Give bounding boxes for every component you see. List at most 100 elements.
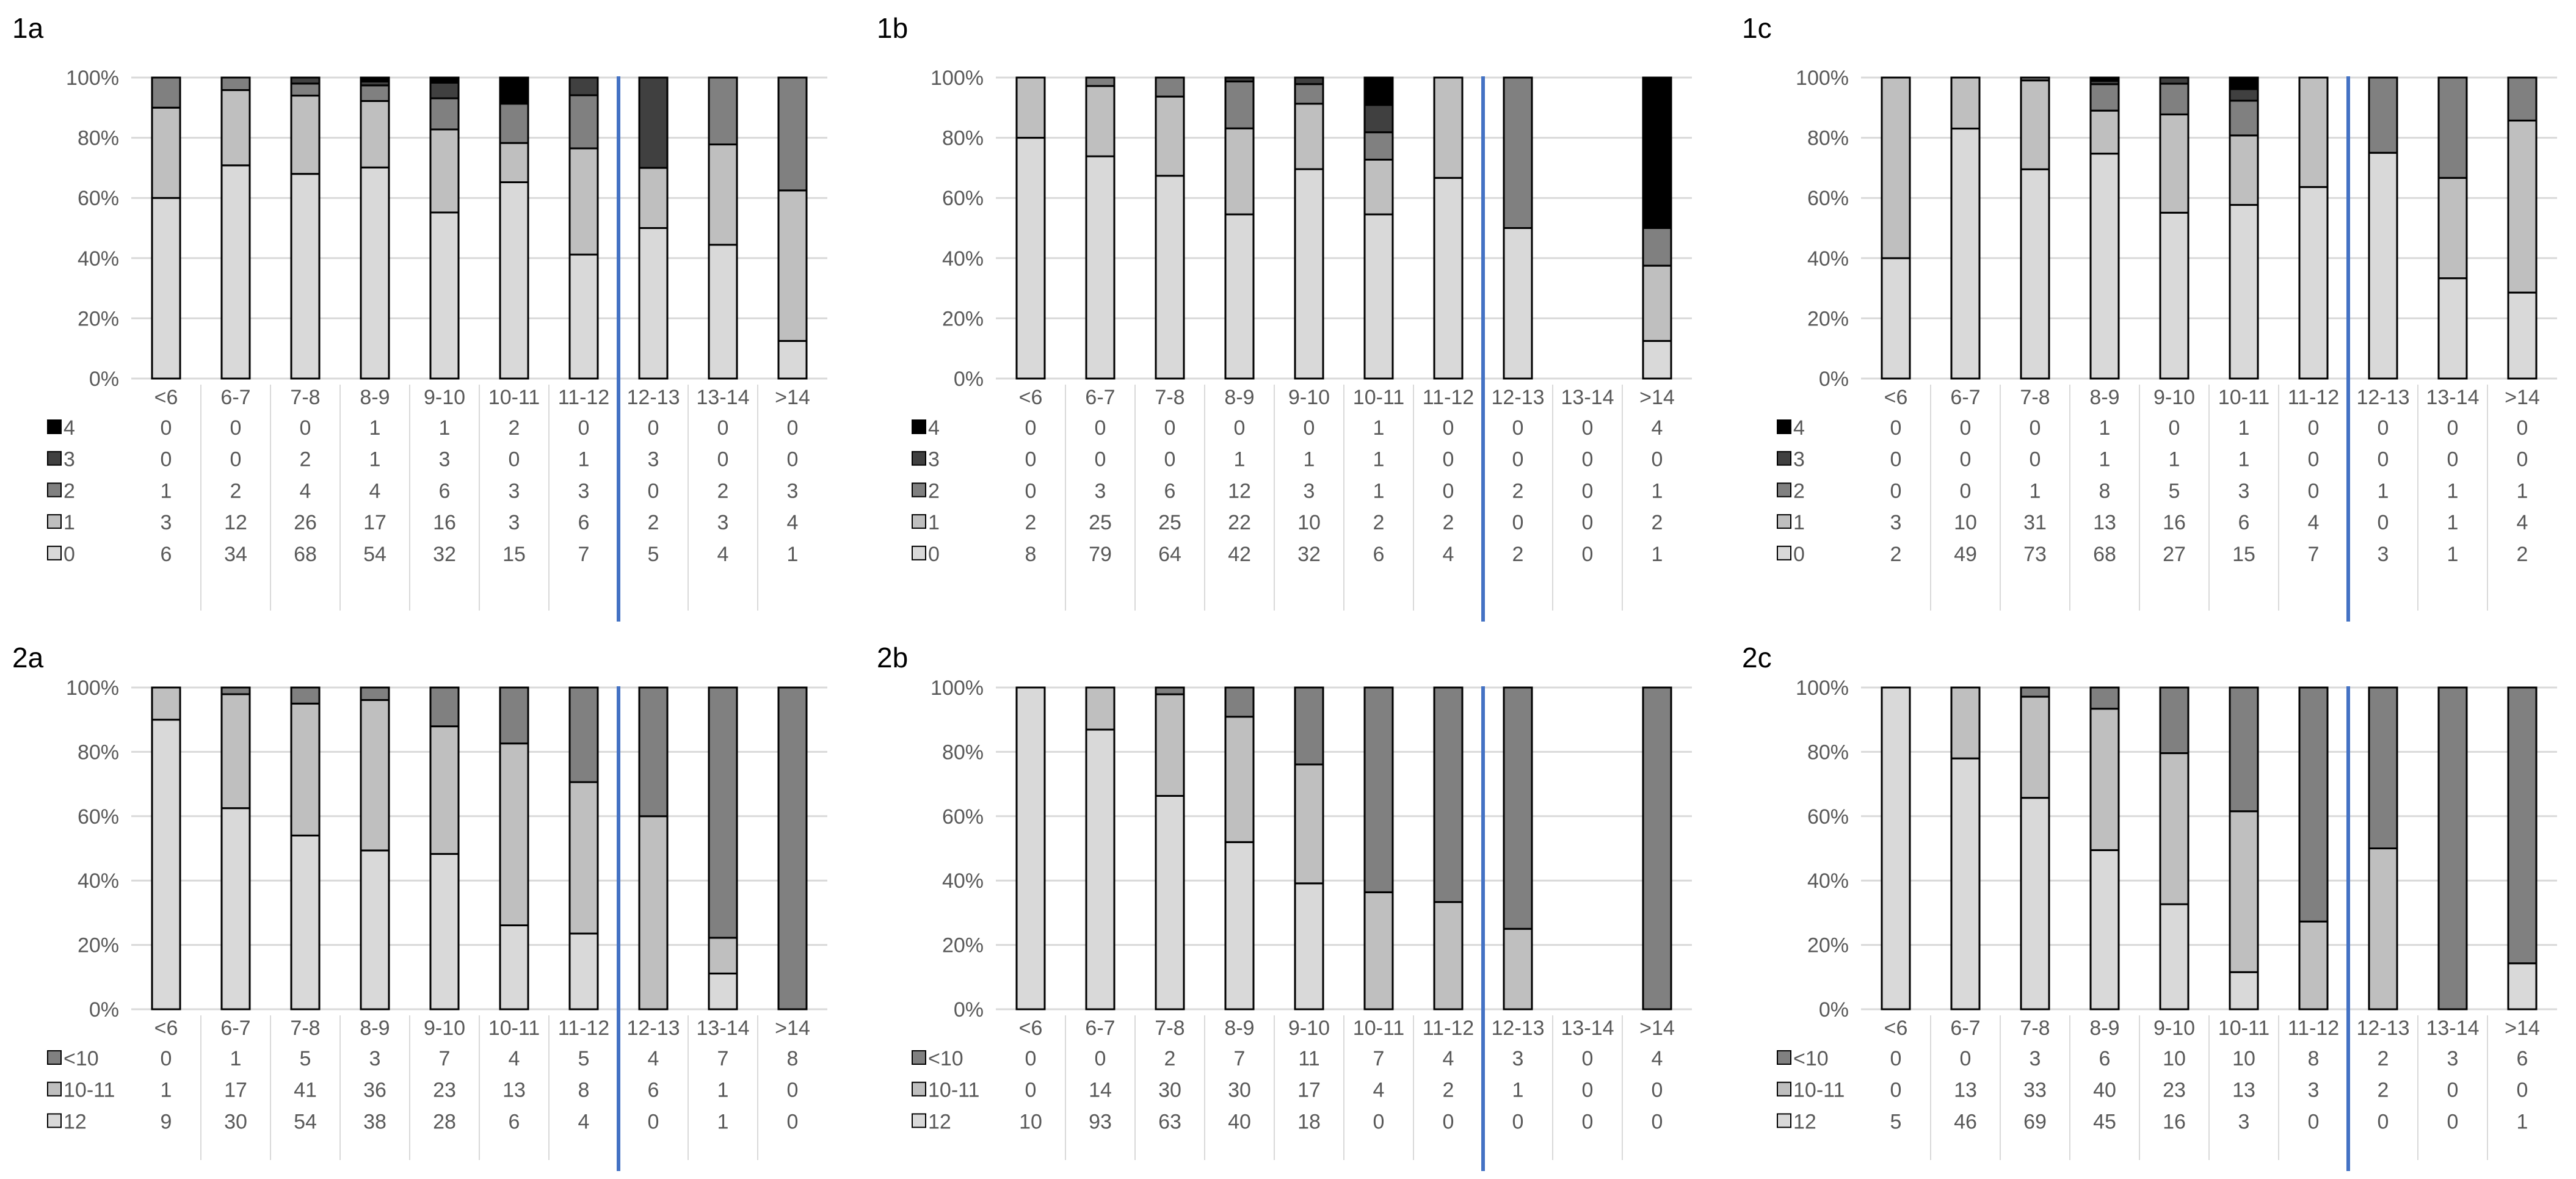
legend-swatch [912, 451, 926, 466]
data-label: 0 [2378, 448, 2389, 471]
data-label: 7 [2308, 543, 2320, 566]
data-label: 2 [1512, 479, 1524, 502]
data-label: 0 [787, 1110, 799, 1133]
bar-segment-10-11 [1503, 927, 1533, 1010]
data-label: 2 [1443, 1079, 1454, 1102]
legend-swatch [1777, 1081, 1791, 1097]
data-label: 0 [2378, 511, 2389, 534]
x-tick-label: >14 [2505, 1017, 2540, 1040]
legend-label: 3 [928, 448, 940, 471]
data-label: 7 [717, 1047, 729, 1070]
bar-segment-4 [1642, 76, 1672, 229]
data-label: 3 [2030, 1047, 2041, 1070]
legend-swatch [47, 545, 62, 560]
x-tick-label: 7-8 [290, 386, 320, 409]
x-tick-label: 7-8 [290, 1017, 320, 1040]
data-label: 4 [2517, 511, 2528, 534]
bar-segment-3 [1294, 76, 1324, 85]
data-label: 3 [2447, 1047, 2459, 1070]
data-label: 0 [1095, 1047, 1106, 1070]
bar-segment-0 [2089, 153, 2120, 380]
bar-segment-1 [2229, 134, 2259, 206]
bar-segment-2 [568, 94, 599, 150]
data-label: 6 [2238, 511, 2250, 534]
y-tick-label: 40% [942, 869, 984, 893]
bar-segment-1 [1642, 264, 1672, 342]
data-label: 46 [1954, 1110, 1977, 1133]
bar-segment-0 [2507, 291, 2538, 380]
bar-segment-2 [1363, 131, 1394, 161]
y-tick-label: 20% [1807, 934, 1849, 957]
data-label: 0 [1512, 511, 1524, 534]
bar-segment-0 [360, 166, 390, 380]
data-label: 5 [1890, 1110, 1902, 1133]
bar-segment-10-11 [638, 815, 669, 1010]
chart-panel-1b: 1b 0% 20% 40% 60% 80% 100% <6 6-7 7-8 8-9 9-10 10-11… [877, 12, 1692, 622]
bar-segment-0 [1294, 168, 1324, 380]
data-label: 1 [578, 448, 590, 471]
bar-segment-10-11 [2159, 752, 2190, 905]
bar-segment-12 [1085, 728, 1116, 1010]
bar-segment-<10 [708, 686, 738, 939]
data-label: 0 [2308, 479, 2320, 502]
x-tick-label: 13-14 [1561, 386, 1614, 409]
data-label: 1 [2517, 479, 2528, 502]
data-label: 0 [1890, 479, 1902, 502]
data-label: 2 [509, 416, 520, 440]
y-tick-label: 60% [942, 187, 984, 210]
data-label: 2 [648, 511, 659, 534]
data-label: 6 [578, 511, 590, 534]
bar-segment-10-11 [220, 693, 251, 810]
bar-segment-2 [2089, 83, 2120, 112]
data-label: 0 [1095, 448, 1106, 471]
data-label: 10 [1297, 511, 1321, 534]
data-label: 10 [2163, 1047, 2186, 1070]
bar-segment-3 [568, 76, 599, 96]
x-tick-label: 10-11 [2218, 1017, 2269, 1040]
y-tick-label: 0% [954, 998, 984, 1021]
bar-segment-10-11 [2020, 695, 2050, 799]
data-label: 45 [2093, 1110, 2116, 1133]
y-tick-label: 80% [942, 127, 984, 150]
data-label: 3 [439, 448, 451, 471]
bar-segment-1 [429, 128, 460, 214]
data-label: 0 [1582, 448, 1594, 471]
bar-segment-2 [499, 103, 529, 144]
data-label: 0 [648, 416, 659, 440]
x-tick-label: >14 [2505, 386, 2540, 409]
data-label: 15 [503, 543, 526, 566]
bar-segment-1 [290, 95, 321, 175]
legend-label: 2 [1793, 479, 1805, 502]
legend-swatch [1777, 514, 1791, 529]
data-label: 27 [2163, 543, 2186, 566]
legend-swatch [912, 1050, 926, 1065]
x-tick-label: <6 [1019, 1017, 1043, 1040]
data-label: 1 [161, 1079, 172, 1102]
data-label: 4 [1443, 1047, 1454, 1070]
legend-label: 10-11 [928, 1079, 979, 1102]
data-label: 0 [2308, 416, 2320, 440]
y-tick-label: 80% [78, 741, 119, 764]
data-label: 0 [1025, 448, 1037, 471]
x-tick-label: 7-8 [1155, 1017, 1185, 1040]
data-label: 30 [224, 1110, 247, 1133]
y-tick-label: 40% [942, 247, 984, 270]
bar-segment-2 [2507, 76, 2538, 122]
data-label: 63 [1158, 1110, 1181, 1133]
data-label: 3 [1304, 479, 1315, 502]
bar-segment-10-11 [1155, 693, 1185, 797]
bar-segment-10-11 [568, 781, 599, 935]
data-label: 10 [1019, 1110, 1042, 1133]
data-label: 0 [2378, 1110, 2389, 1133]
x-tick-label: 8-9 [1224, 1017, 1254, 1040]
bar-segment-<10 [2368, 686, 2398, 849]
legend-swatch [1777, 419, 1791, 434]
data-label: 3 [717, 511, 729, 534]
y-tick-label: 80% [1807, 127, 1849, 150]
x-tick-label: 11-12 [1423, 386, 1474, 409]
x-tick-label: <6 [154, 386, 178, 409]
bar-segment-0 [2298, 186, 2329, 380]
bar-segment-2 [2437, 76, 2468, 179]
y-tick-label: 100% [931, 67, 984, 90]
data-label: 2 [717, 479, 729, 502]
